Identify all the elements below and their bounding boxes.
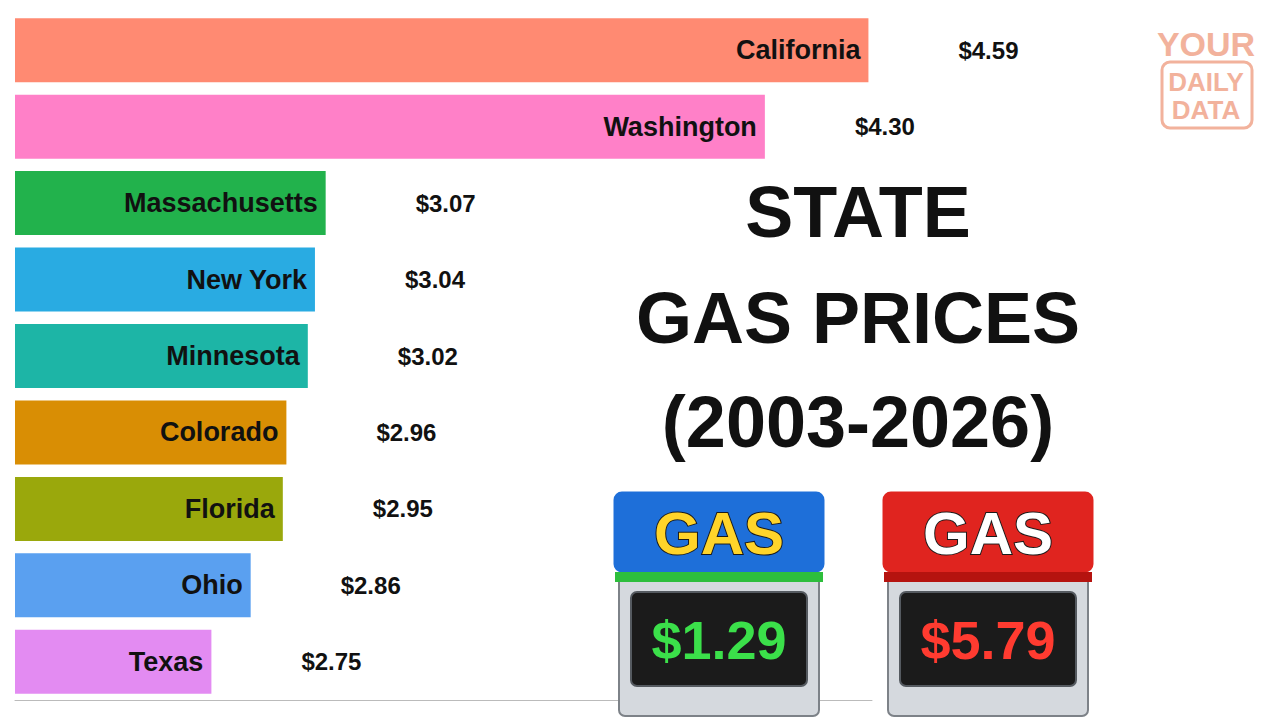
svg-text:Washington: Washington (603, 112, 756, 142)
svg-text:$4.59: $4.59 (958, 37, 1018, 64)
svg-text:$2.96: $2.96 (376, 419, 436, 446)
svg-text:GAS PRICES: GAS PRICES (636, 278, 1080, 358)
svg-text:$5.79: $5.79 (920, 610, 1055, 670)
svg-text:New York: New York (186, 265, 308, 295)
svg-text:$2.75: $2.75 (301, 648, 361, 675)
svg-text:STATE: STATE (745, 172, 970, 252)
svg-text:(2003-2026): (2003-2026) (662, 382, 1054, 462)
svg-text:Texas: Texas (129, 647, 204, 677)
svg-text:$2.95: $2.95 (373, 495, 433, 522)
svg-text:DAILY: DAILY (1168, 67, 1244, 97)
svg-text:$2.86: $2.86 (341, 572, 401, 599)
svg-text:YOUR: YOUR (1157, 25, 1255, 63)
svg-text:GAS: GAS (923, 500, 1053, 567)
svg-text:GAS: GAS (654, 500, 784, 567)
svg-text:$4.30: $4.30 (855, 113, 915, 140)
svg-text:California: California (736, 35, 862, 65)
svg-text:$3.07: $3.07 (416, 190, 476, 217)
svg-text:DATA: DATA (1172, 95, 1241, 125)
svg-text:$3.04: $3.04 (405, 266, 466, 293)
svg-text:Florida: Florida (185, 494, 276, 524)
svg-text:Ohio: Ohio (181, 570, 243, 600)
svg-text:Colorado: Colorado (160, 417, 279, 447)
svg-text:Minnesota: Minnesota (166, 341, 300, 371)
svg-text:$1.29: $1.29 (651, 610, 786, 670)
svg-text:$3.02: $3.02 (398, 343, 458, 370)
svg-text:Massachusetts: Massachusetts (124, 188, 318, 218)
